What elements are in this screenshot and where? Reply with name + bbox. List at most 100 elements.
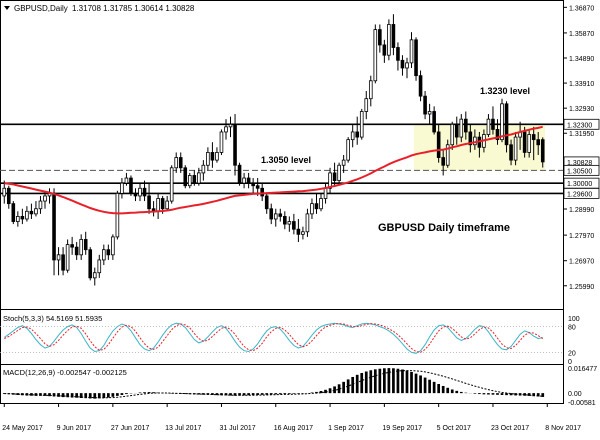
macd-tick-label: 0.00 xyxy=(568,391,582,398)
macd-layer: 0.016477 0.00 -0.00581 xyxy=(2,366,597,407)
candle xyxy=(337,162,341,184)
candle-body xyxy=(206,152,210,166)
candle-body xyxy=(436,131,441,158)
candle-body xyxy=(79,239,83,256)
candle xyxy=(391,14,396,56)
candle xyxy=(88,247,93,281)
candle-body xyxy=(142,187,147,197)
price-tick-label: 1.36870 xyxy=(569,5,594,12)
candle-body xyxy=(427,111,432,115)
highlighted-price-box xyxy=(563,164,600,176)
candle xyxy=(328,167,332,194)
candle xyxy=(427,103,432,125)
candle-body xyxy=(115,192,120,238)
candle-body xyxy=(124,177,129,184)
candle xyxy=(432,106,436,135)
candle-body xyxy=(11,203,16,222)
price-tick-label: 1.25990 xyxy=(569,284,594,291)
candle xyxy=(387,19,391,61)
candle xyxy=(350,124,355,148)
candle-body xyxy=(165,200,169,210)
candle-body xyxy=(278,213,283,217)
stoch-tick-label: 80 xyxy=(568,325,576,332)
candle xyxy=(20,208,25,225)
candle xyxy=(296,218,301,243)
annotation-1323-level: 1.3230 level xyxy=(480,86,530,96)
candle xyxy=(359,108,364,140)
highlighted-price-label: 1.30828 xyxy=(567,160,592,167)
candle xyxy=(102,244,106,266)
candle-body xyxy=(106,249,111,256)
candle xyxy=(70,236,74,255)
price-tick-label: 1.33910 xyxy=(569,81,594,88)
candle-body xyxy=(495,129,500,141)
highlighted-price-box xyxy=(563,118,600,130)
candle-body xyxy=(459,118,464,138)
annotation-1305-level: 1.3050 level xyxy=(261,155,311,165)
candle xyxy=(418,70,423,102)
date-tick-label: 5 Oct 2017 xyxy=(437,425,471,432)
candle-body xyxy=(160,198,165,210)
candle xyxy=(138,183,142,202)
candle xyxy=(473,129,477,150)
candle-body xyxy=(491,118,495,130)
stoch-signal-line xyxy=(4,323,543,353)
candle xyxy=(174,152,179,173)
candle-body xyxy=(504,103,509,146)
candle-body xyxy=(292,221,296,230)
price-tick-label: 1.27970 xyxy=(569,233,594,240)
candle xyxy=(459,114,464,143)
candle xyxy=(355,116,360,145)
candle-body xyxy=(52,192,56,261)
candle-body xyxy=(441,157,445,166)
candles-layer xyxy=(2,14,545,286)
macd-tick-label: -0.00581 xyxy=(568,400,596,407)
candle-body xyxy=(83,239,88,251)
ohlc-label: 1.31708 1.31785 1.30614 1.30828 xyxy=(72,4,195,13)
candle-body xyxy=(314,203,319,210)
highlighted-price-label: 1.30500 xyxy=(567,168,592,175)
candle xyxy=(273,208,278,227)
candle xyxy=(133,188,138,202)
dropdown-triangle-icon[interactable] xyxy=(4,6,10,10)
candle xyxy=(486,114,491,138)
candle xyxy=(29,203,34,219)
candle xyxy=(192,170,197,186)
candle-body xyxy=(65,244,70,271)
candle xyxy=(215,147,219,163)
candle-body xyxy=(486,118,491,135)
candle-body xyxy=(269,208,274,220)
candle-body xyxy=(210,152,215,161)
candle xyxy=(142,180,147,202)
candle xyxy=(6,185,11,209)
candle xyxy=(378,24,382,53)
candle xyxy=(124,172,129,186)
highlighted-price-label: 1.29600 xyxy=(567,191,592,198)
candle-body xyxy=(509,144,513,161)
candle-body xyxy=(350,131,355,141)
candle xyxy=(65,239,70,273)
candle-body xyxy=(513,136,518,161)
candle xyxy=(129,175,133,196)
candle-body xyxy=(332,172,337,181)
candle-body xyxy=(251,182,255,187)
candle-body xyxy=(246,177,251,184)
candle-body xyxy=(373,29,378,82)
highlighted-price-box xyxy=(563,187,600,199)
candle xyxy=(61,247,65,276)
candle xyxy=(16,211,20,227)
candle-body xyxy=(418,75,423,97)
candle xyxy=(165,195,169,212)
candle-body xyxy=(414,39,418,77)
stoch-tick-label: 100 xyxy=(568,316,580,323)
candle xyxy=(414,37,418,81)
candle-body xyxy=(25,210,29,220)
candle-body xyxy=(387,24,391,56)
candle-body xyxy=(138,187,142,197)
candle xyxy=(491,106,495,135)
date-tick-label: 13 Jul 2017 xyxy=(165,425,201,432)
candle xyxy=(201,160,206,181)
candle xyxy=(332,162,337,186)
